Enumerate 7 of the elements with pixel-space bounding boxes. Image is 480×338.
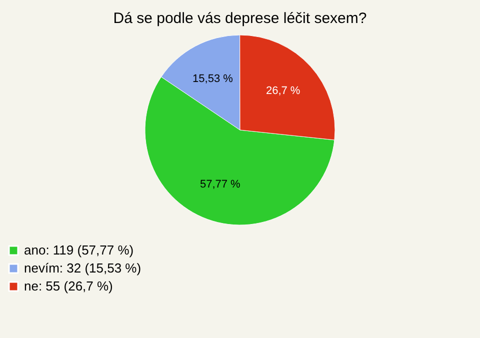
data-label: 26,7 % [266, 85, 300, 98]
legend-label: ano: 119 (57,77 %) [24, 242, 134, 258]
chart-title: Dá se podle vás deprese léčit sexem? [113, 10, 367, 27]
legend-label: ne: 55 (26,7 %) [24, 278, 113, 294]
legend-label: nevím: 32 (15,53 %) [24, 260, 142, 276]
data-label: 15,53 % [192, 72, 234, 85]
data-label: 57,77 % [200, 178, 241, 190]
